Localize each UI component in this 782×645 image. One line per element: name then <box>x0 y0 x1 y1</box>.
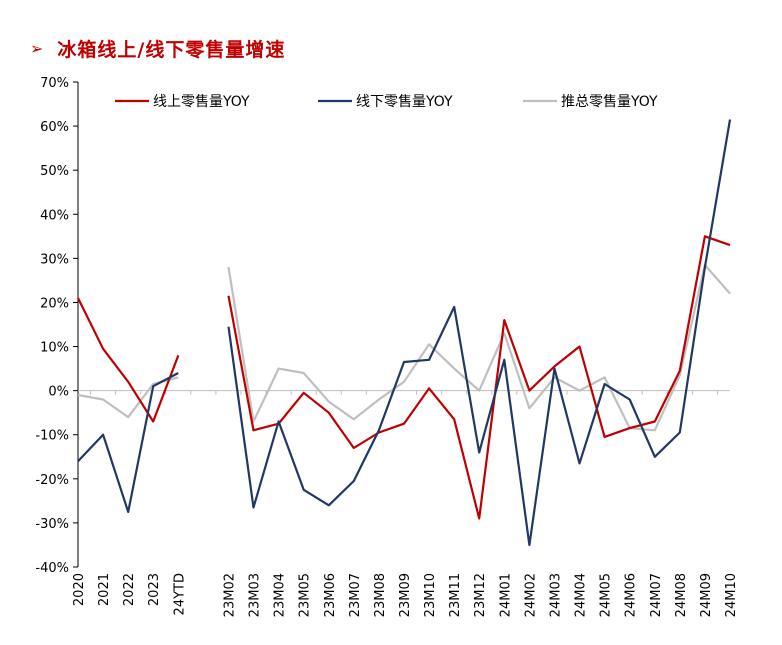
series-line-segment <box>227 235 731 520</box>
series-line <box>77 119 732 547</box>
x-tick-label: 24M08 <box>674 573 689 617</box>
x-tick-label: 23M05 <box>298 573 313 617</box>
chart-title: 冰箱线上/线下零售量增速 <box>57 38 286 61</box>
x-tick-label: 2022 <box>122 573 137 606</box>
legend-label: 推总零售量YOY <box>561 94 658 110</box>
chart-axes <box>77 82 730 567</box>
y-axis-ticks: -40% -30% -20% -10% 0% 10% 20% 30% 40% 50% 60% 70% <box>35 76 78 576</box>
x-tick-label: 24M09 <box>699 573 714 617</box>
arrow-bullet-icon: ➢ <box>30 38 44 58</box>
x-tick-label: 2020 <box>72 573 87 606</box>
series-line-segment <box>77 372 179 513</box>
y-tick-label: 30% <box>40 252 69 267</box>
y-tick-label: 60% <box>40 120 69 135</box>
x-tick-label: 23M03 <box>248 573 263 617</box>
x-tick-label: 23M07 <box>348 573 363 617</box>
chart-legend: 线上零售量YOY 线下零售量YOY 推总零售量YOY <box>115 94 658 110</box>
x-tick-label: 23M08 <box>373 573 388 617</box>
x-tick-label: 23M12 <box>473 573 488 617</box>
x-tick-label: 24M02 <box>523 573 538 617</box>
y-tick-label: 20% <box>40 296 69 311</box>
y-tick-label: 0% <box>48 385 69 400</box>
y-tick-label: -40% <box>35 561 69 576</box>
x-tick-label: 2021 <box>97 573 112 606</box>
y-tick-label: 40% <box>40 208 69 223</box>
x-tick-label: 23M11 <box>448 573 463 617</box>
y-tick-label: 70% <box>40 76 69 91</box>
y-tick-label: 10% <box>40 341 69 356</box>
series-line-segment <box>227 263 731 432</box>
x-tick-label: 24M06 <box>624 573 639 617</box>
x-tick-label: 24M04 <box>574 573 589 617</box>
x-tick-label: 24M07 <box>649 573 664 617</box>
x-tick-label: 2023 <box>147 573 162 606</box>
series-line-segment <box>77 297 180 423</box>
x-tick-label: 24M01 <box>498 573 513 617</box>
y-tick-label: -10% <box>35 429 69 444</box>
x-tick-label: 24M10 <box>724 573 739 617</box>
x-tick-label: 23M09 <box>398 573 413 617</box>
y-tick-label: -20% <box>35 473 69 488</box>
series-line <box>77 235 731 520</box>
x-tick-label: 23M10 <box>423 573 438 617</box>
y-tick-label: -30% <box>35 517 69 532</box>
x-tick-label: 24YTD <box>172 573 187 615</box>
x-tick-label: 23M02 <box>222 573 237 617</box>
legend-label: 线上零售量YOY <box>153 94 250 110</box>
legend-label: 线下零售量YOY <box>356 94 453 110</box>
x-tick-label: 24M05 <box>599 573 614 617</box>
series-line-segment <box>227 119 732 547</box>
x-tick-label: 23M06 <box>323 573 338 617</box>
x-axis-ticks: 2020 2021 2022 2023 24YTD 23M02 23M03 23M04 23M0… <box>72 390 739 617</box>
y-tick-label: 50% <box>40 164 69 179</box>
series-lines <box>77 119 732 547</box>
chart-title-row: ➢ 冰箱线上/线下零售量增速 <box>30 34 285 62</box>
x-tick-label: 23M04 <box>273 573 288 617</box>
x-tick-label: 24M03 <box>548 573 563 617</box>
